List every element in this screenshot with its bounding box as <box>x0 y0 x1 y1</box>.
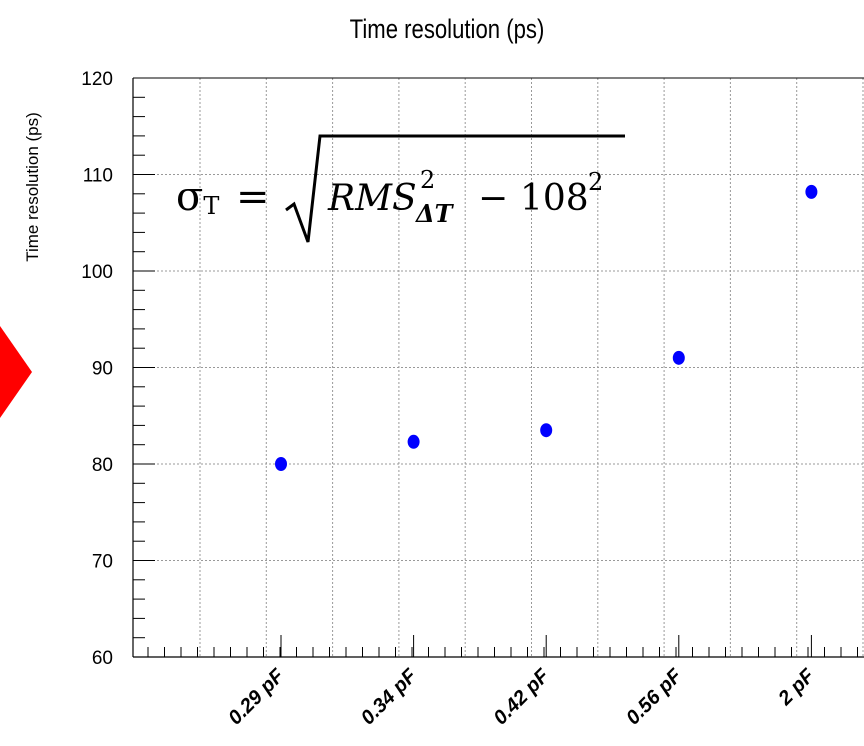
sqrt-symbol <box>285 134 625 243</box>
data-point <box>540 423 553 438</box>
grid <box>133 78 864 657</box>
data-points <box>275 184 818 471</box>
y-tick-label: 80 <box>92 455 113 476</box>
y-tick-label: 100 <box>81 262 113 283</box>
formula-sigma: σ <box>176 174 203 220</box>
y-tick-label: 120 <box>81 69 113 90</box>
data-point <box>672 350 685 365</box>
data-point <box>407 434 420 449</box>
y-tick-label: 60 <box>92 648 113 669</box>
data-point <box>275 457 287 471</box>
chart-title: Time resolution (ps) <box>350 15 545 45</box>
y-tick-labels: 60 70 80 90 100 110 120 <box>81 69 113 669</box>
x-tick-label: 0.56 pF <box>622 664 687 729</box>
x-tick-label: 0.34 pF <box>357 664 422 729</box>
formula-const-sup: 2 <box>588 168 603 196</box>
x-tick-label: 0.29 pF <box>224 664 289 729</box>
y-tick-label: 70 <box>92 552 113 573</box>
x-tick-labels: 0.29 pF 0.34 pF 0.42 pF 0.56 pF 2 pF <box>224 664 819 729</box>
y-tick-label: 110 <box>83 166 113 187</box>
formula-rms-sub: ΔT <box>415 199 455 228</box>
formula-const: 108 <box>520 178 589 219</box>
y-tick-label: 90 <box>92 359 113 380</box>
data-point <box>805 184 818 199</box>
formula-lhs: σT <box>176 174 219 220</box>
formula-minus: − <box>478 178 508 219</box>
formula-rms-sup: 2 <box>420 166 435 194</box>
red-arrow-icon <box>0 326 32 418</box>
formula-equals: = <box>236 174 270 220</box>
formula-rms: RMS <box>327 178 417 219</box>
x-tick-label: 2 pF <box>774 664 820 710</box>
x-tick-label: 0.42 pF <box>489 664 554 729</box>
formula: σT = RMS 2 ΔT − 108 2 <box>176 134 625 243</box>
axes <box>132 77 864 658</box>
y-axis-label: Time resolution (ps) <box>23 112 42 262</box>
formula-sigma-sub: T <box>203 192 219 220</box>
